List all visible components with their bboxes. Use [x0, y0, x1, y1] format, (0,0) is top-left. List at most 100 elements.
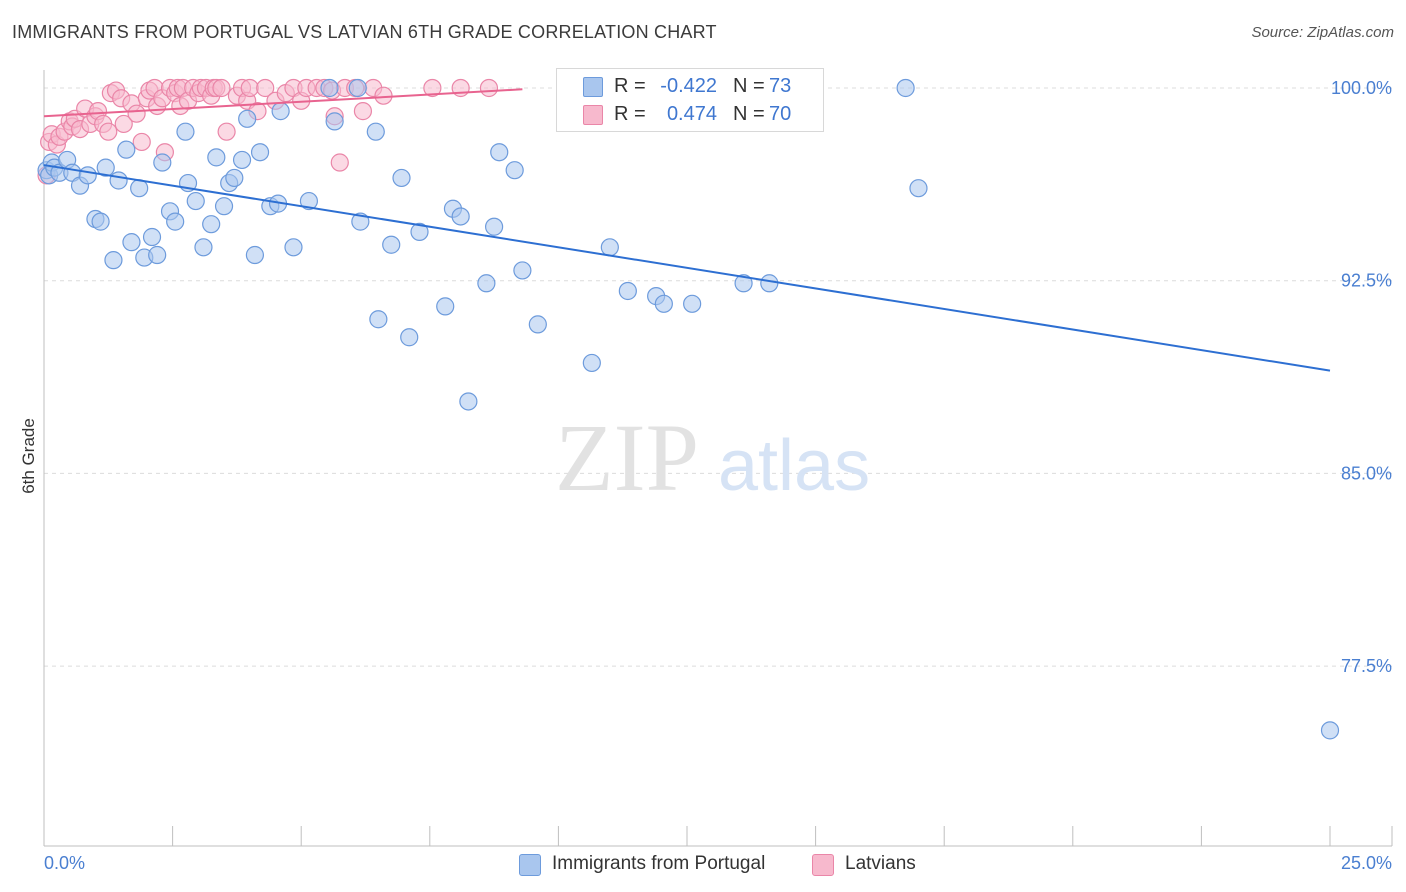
n-label: N = [733, 103, 765, 125]
portugal-point-39 [284, 238, 303, 257]
portugal-point-72 [1320, 721, 1340, 740]
portugal-point-49 [400, 328, 419, 347]
r-label: R = [614, 75, 646, 97]
latvians-point-21 [127, 104, 146, 123]
portugal-point-63 [618, 281, 637, 301]
watermark-zip: ZIP [555, 404, 699, 511]
portugal-point-46 [369, 310, 388, 329]
latvians-point-64 [374, 86, 393, 105]
n-label: N = [733, 75, 765, 97]
portugal-point-60 [528, 315, 547, 334]
r-label: R = [614, 103, 646, 125]
stats-legend: R = -0.422 N = 73 R = 0.474 N = 70 [556, 68, 824, 132]
portugal-point-22 [166, 212, 185, 231]
portugal-point-31 [225, 168, 244, 188]
portugal-point-55 [477, 274, 496, 293]
stats-row-portugal: R = -0.422 N = 73 [557, 73, 823, 99]
portugal-point-27 [202, 215, 221, 234]
portugal-legend-swatch [519, 854, 541, 876]
portugal-point-51 [436, 297, 455, 316]
portugal-point-48 [392, 168, 411, 188]
portugal-point-20 [153, 153, 172, 172]
portugal-point-68 [760, 274, 779, 293]
latvians-point-15 [99, 122, 118, 141]
portugal-point-45 [366, 122, 385, 141]
portugal-point-54 [459, 392, 478, 411]
portugal-point-53 [451, 207, 470, 226]
portugal-point-14 [117, 140, 136, 159]
gridlines [44, 87, 1392, 667]
portugal-point-8 [78, 166, 97, 185]
portugal-point-65 [654, 294, 673, 313]
latvians-trend-line [43, 88, 523, 118]
legend-label-latvians: Latvians [845, 853, 916, 874]
y-axis-label: 6th Grade [19, 418, 38, 494]
x-tick-label-1: 25.0% [1341, 853, 1392, 873]
y-tick-label-1: 92.5% [1341, 271, 1392, 291]
portugal-point-16 [130, 179, 149, 198]
portugal-point-62 [600, 238, 619, 257]
latvians-point-22 [132, 132, 151, 152]
portugal-point-15 [122, 233, 141, 252]
portugal-point-66 [683, 294, 702, 313]
portugal-point-43 [348, 78, 367, 98]
portugal-point-10 [91, 212, 110, 231]
portugal-point-50 [410, 222, 429, 241]
portugal-point-41 [320, 78, 339, 98]
series-legend: Immigrants from Portugal Latvians [0, 852, 1406, 878]
portugal-point-71 [909, 179, 928, 198]
portugal-point-40 [299, 191, 319, 211]
latvians-swatch [583, 105, 603, 125]
latvians-point-19 [114, 114, 133, 134]
latvians-point-62 [353, 102, 373, 121]
portugal-point-42 [325, 112, 344, 131]
watermark: ZIP atlas [555, 404, 870, 511]
portugal-point-35 [250, 143, 270, 162]
latvians-point-47 [240, 78, 259, 98]
portugal-point-57 [490, 143, 509, 162]
portugal-point-29 [214, 197, 234, 216]
source-credit: Source: ZipAtlas.com [1251, 24, 1394, 41]
portugal-swatch [583, 77, 603, 97]
portugal-point-58 [505, 161, 524, 180]
watermark-atlas: atlas [718, 426, 870, 506]
portugal-point-19 [148, 245, 167, 265]
portugal-point-38 [271, 102, 290, 121]
portugal-point-25 [186, 191, 205, 211]
legend-label-portugal: Immigrants from Portugal [552, 853, 766, 874]
portugal-point-70 [896, 78, 915, 98]
portugal-point-11 [96, 158, 115, 177]
stats-row-latvians: R = 0.474 N = 70 [557, 101, 823, 127]
latvians-point-59 [330, 153, 349, 172]
portugal-points [37, 78, 1340, 740]
tick-labels: 100.0% 92.5% 85.0% 77.5% 0.0% 25.0% [44, 78, 1392, 873]
portugal-point-34 [245, 245, 265, 265]
axes [43, 70, 1393, 847]
latvians-point-49 [256, 78, 275, 98]
portugal-point-26 [194, 238, 213, 257]
y-tick-label-2: 85.0% [1341, 463, 1392, 483]
portugal-point-61 [582, 353, 601, 373]
portugal-point-59 [513, 261, 532, 280]
portugal-point-33 [238, 109, 257, 128]
r-value-portugal: -0.422 [660, 75, 717, 97]
latvians-point-65 [423, 78, 442, 98]
portugal-point-44 [351, 212, 370, 231]
portugal-point-23 [176, 122, 195, 141]
portugal-point-28 [207, 148, 226, 167]
x-tick-label-0: 0.0% [44, 853, 85, 873]
n-value-latvians: 70 [769, 103, 792, 125]
portugal-point-13 [109, 171, 128, 190]
trend-lines [43, 88, 1331, 372]
portugal-point-18 [142, 227, 162, 247]
portugal-point-32 [232, 150, 252, 170]
portugal-point-47 [382, 235, 401, 254]
latvians-point-42 [212, 78, 231, 98]
n-value-portugal: 73 [769, 75, 792, 97]
portugal-point-12 [104, 251, 123, 270]
r-value-latvians: 0.474 [666, 103, 717, 125]
portugal-trend-line [43, 164, 1331, 372]
latvians-point-43 [217, 122, 236, 141]
y-tick-label-3: 77.5% [1341, 656, 1392, 676]
portugal-point-67 [734, 274, 753, 293]
